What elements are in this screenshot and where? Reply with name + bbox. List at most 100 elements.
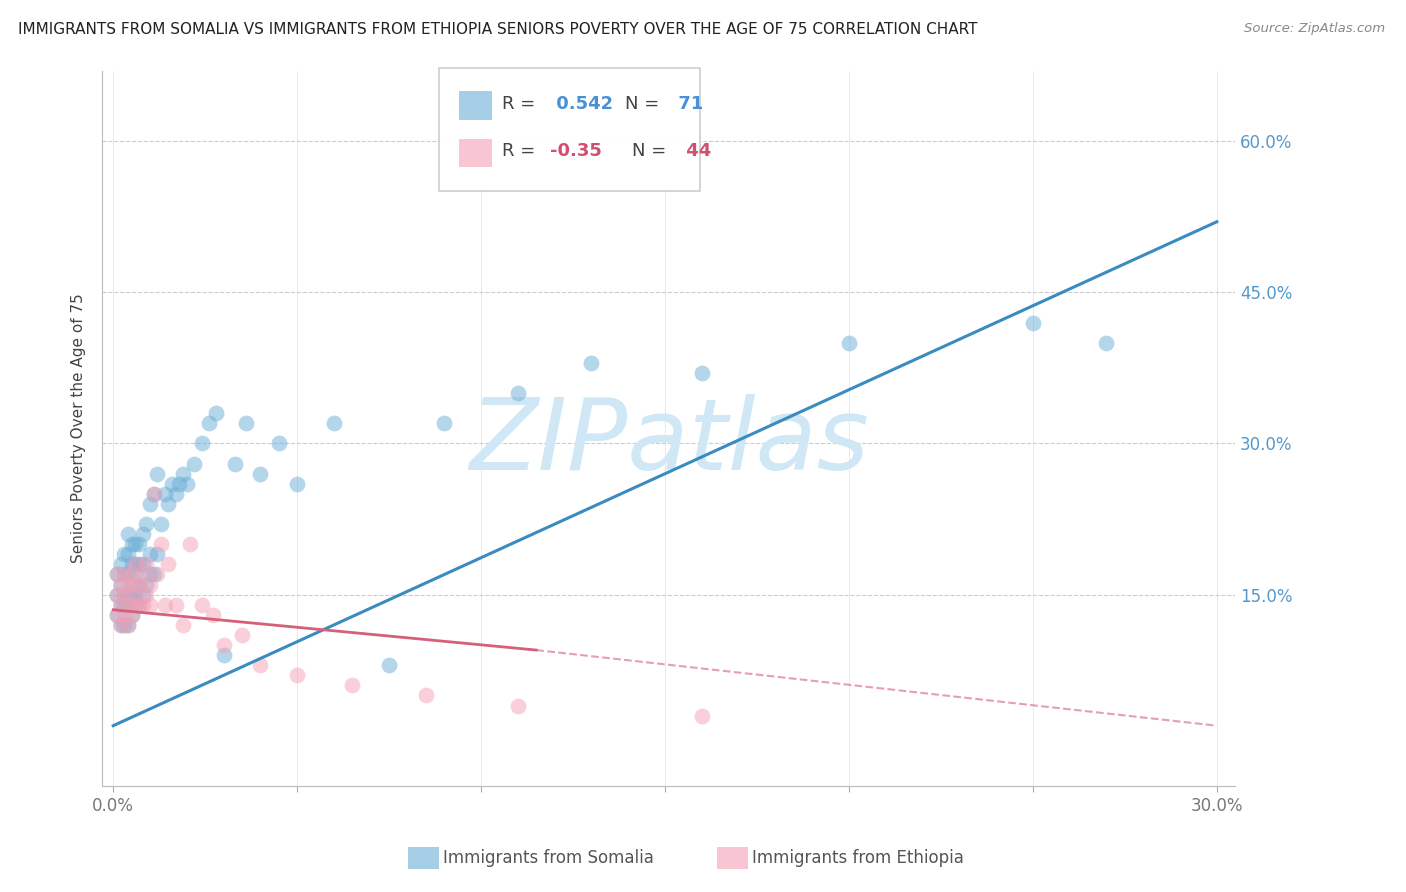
Point <box>131 558 153 572</box>
Point <box>105 567 128 582</box>
Point <box>139 567 162 582</box>
Point <box>121 607 143 622</box>
Point <box>110 618 132 632</box>
Point <box>212 638 235 652</box>
Text: Immigrants from Somalia: Immigrants from Somalia <box>443 849 654 867</box>
Point <box>124 537 146 551</box>
Point <box>110 598 132 612</box>
Text: R =: R = <box>502 95 536 113</box>
Point <box>172 467 194 481</box>
Point <box>690 366 713 380</box>
Point <box>105 607 128 622</box>
Point <box>124 577 146 591</box>
Point <box>198 417 221 431</box>
Point <box>124 558 146 572</box>
Point <box>179 537 201 551</box>
Point <box>1095 335 1118 350</box>
Point <box>160 476 183 491</box>
Point <box>121 558 143 572</box>
Point <box>124 588 146 602</box>
Point <box>112 588 135 602</box>
Point <box>139 497 162 511</box>
Point <box>121 567 143 582</box>
Text: 71: 71 <box>672 95 703 113</box>
Text: ZIPatlas: ZIPatlas <box>468 394 869 491</box>
Point <box>135 588 157 602</box>
Point <box>121 537 143 551</box>
Point <box>128 577 150 591</box>
Point <box>169 476 191 491</box>
Point <box>135 558 157 572</box>
Point <box>224 457 246 471</box>
Point <box>249 467 271 481</box>
Point <box>231 628 253 642</box>
Text: 44: 44 <box>681 143 711 161</box>
Point <box>249 658 271 673</box>
Point <box>415 689 437 703</box>
Point <box>112 618 135 632</box>
Point <box>506 386 529 401</box>
Point <box>128 537 150 551</box>
Point <box>112 588 135 602</box>
Point <box>506 698 529 713</box>
Point <box>112 598 135 612</box>
Point <box>131 588 153 602</box>
FancyBboxPatch shape <box>460 138 491 166</box>
Point <box>235 417 257 431</box>
Point <box>135 517 157 532</box>
Point <box>117 547 139 561</box>
Point <box>1022 316 1045 330</box>
Point <box>323 417 346 431</box>
Point <box>124 567 146 582</box>
Text: Immigrants from Ethiopia: Immigrants from Ethiopia <box>752 849 965 867</box>
Point <box>165 598 187 612</box>
Text: N =: N = <box>624 95 659 113</box>
Y-axis label: Seniors Poverty Over the Age of 75: Seniors Poverty Over the Age of 75 <box>72 293 86 563</box>
Point <box>117 588 139 602</box>
Point <box>105 567 128 582</box>
Point <box>117 527 139 541</box>
Point <box>124 598 146 612</box>
Point <box>433 417 456 431</box>
Point <box>190 598 212 612</box>
Point <box>105 588 128 602</box>
Point <box>131 567 153 582</box>
Text: -0.35: -0.35 <box>550 143 602 161</box>
Text: IMMIGRANTS FROM SOMALIA VS IMMIGRANTS FROM ETHIOPIA SENIORS POVERTY OVER THE AGE: IMMIGRANTS FROM SOMALIA VS IMMIGRANTS FR… <box>18 22 977 37</box>
Point <box>128 577 150 591</box>
Point <box>172 618 194 632</box>
Point <box>183 457 205 471</box>
Point <box>112 567 135 582</box>
Point <box>117 598 139 612</box>
Point <box>128 598 150 612</box>
Point <box>190 436 212 450</box>
Point <box>121 588 143 602</box>
Point <box>128 598 150 612</box>
Point <box>131 598 153 612</box>
Point <box>110 618 132 632</box>
Point <box>117 577 139 591</box>
Point <box>112 607 135 622</box>
Point <box>128 558 150 572</box>
Point <box>267 436 290 450</box>
Point <box>157 497 180 511</box>
Point <box>110 577 132 591</box>
Point <box>124 558 146 572</box>
Point <box>139 547 162 561</box>
Point <box>105 607 128 622</box>
Point <box>110 558 132 572</box>
Point <box>112 567 135 582</box>
Point <box>121 577 143 591</box>
Text: Source: ZipAtlas.com: Source: ZipAtlas.com <box>1244 22 1385 36</box>
Point <box>117 598 139 612</box>
Point <box>135 577 157 591</box>
Point <box>285 668 308 682</box>
Point <box>117 567 139 582</box>
Point <box>146 467 169 481</box>
Point <box>581 356 603 370</box>
FancyBboxPatch shape <box>439 69 700 191</box>
Point <box>142 487 165 501</box>
Point <box>378 658 401 673</box>
Point <box>176 476 198 491</box>
Point <box>153 598 176 612</box>
